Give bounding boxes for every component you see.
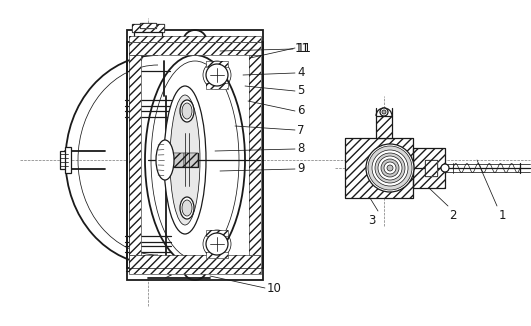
- Bar: [140, 23, 156, 28]
- Bar: [129, 55, 141, 255]
- Bar: [129, 268, 261, 274]
- Bar: [172, 153, 198, 167]
- Bar: [140, 23, 156, 28]
- Circle shape: [381, 159, 399, 177]
- Text: 11: 11: [295, 42, 310, 55]
- Bar: [129, 55, 141, 255]
- Bar: [345, 138, 413, 198]
- Bar: [206, 230, 228, 236]
- Text: 3: 3: [369, 214, 376, 227]
- Bar: [129, 255, 261, 268]
- Circle shape: [378, 156, 402, 180]
- Bar: [376, 116, 392, 138]
- Bar: [206, 83, 228, 89]
- Bar: [134, 32, 162, 38]
- Ellipse shape: [180, 197, 194, 219]
- Ellipse shape: [145, 55, 245, 265]
- Bar: [345, 138, 413, 198]
- Text: 5: 5: [297, 84, 304, 97]
- Bar: [184, 153, 198, 167]
- Bar: [129, 42, 261, 55]
- Bar: [129, 36, 261, 42]
- Bar: [60, 151, 68, 169]
- Bar: [249, 55, 261, 255]
- Text: 7: 7: [297, 124, 304, 137]
- Circle shape: [384, 162, 396, 174]
- Bar: [206, 252, 228, 258]
- Bar: [206, 83, 228, 89]
- Text: 2: 2: [449, 209, 457, 222]
- Bar: [140, 23, 156, 28]
- Bar: [65, 147, 71, 173]
- Bar: [184, 153, 198, 167]
- Bar: [129, 268, 261, 274]
- Bar: [172, 153, 184, 167]
- Ellipse shape: [156, 140, 174, 180]
- Text: 6: 6: [297, 105, 304, 117]
- Bar: [132, 24, 164, 32]
- Text: 10: 10: [267, 281, 282, 294]
- Circle shape: [206, 64, 228, 86]
- Circle shape: [206, 233, 228, 255]
- Bar: [206, 61, 228, 67]
- Circle shape: [375, 153, 405, 183]
- Circle shape: [387, 165, 393, 171]
- Bar: [413, 148, 445, 188]
- Bar: [425, 160, 437, 176]
- Bar: [129, 255, 261, 268]
- Text: 4: 4: [297, 67, 304, 80]
- Circle shape: [380, 108, 388, 116]
- Bar: [413, 148, 445, 188]
- Circle shape: [372, 150, 408, 186]
- Text: 1: 1: [499, 209, 507, 222]
- Ellipse shape: [182, 200, 192, 216]
- Bar: [206, 230, 228, 236]
- Bar: [425, 160, 437, 176]
- Circle shape: [441, 164, 449, 172]
- Bar: [249, 55, 261, 255]
- Ellipse shape: [170, 95, 200, 225]
- Bar: [172, 153, 184, 167]
- Bar: [129, 36, 261, 42]
- Bar: [129, 42, 261, 55]
- Ellipse shape: [180, 100, 194, 122]
- Circle shape: [366, 144, 414, 192]
- Bar: [127, 30, 263, 280]
- Bar: [425, 160, 437, 176]
- Bar: [413, 148, 445, 188]
- Text: 11: 11: [297, 41, 312, 54]
- Bar: [376, 116, 392, 138]
- Bar: [376, 116, 392, 138]
- Ellipse shape: [182, 103, 192, 119]
- Bar: [345, 138, 413, 198]
- Circle shape: [368, 146, 412, 190]
- Bar: [132, 24, 164, 32]
- Text: 8: 8: [297, 142, 304, 156]
- Text: 9: 9: [297, 162, 304, 175]
- Bar: [132, 24, 164, 32]
- Ellipse shape: [164, 86, 206, 234]
- Bar: [206, 61, 228, 67]
- Circle shape: [382, 110, 386, 114]
- Bar: [206, 252, 228, 258]
